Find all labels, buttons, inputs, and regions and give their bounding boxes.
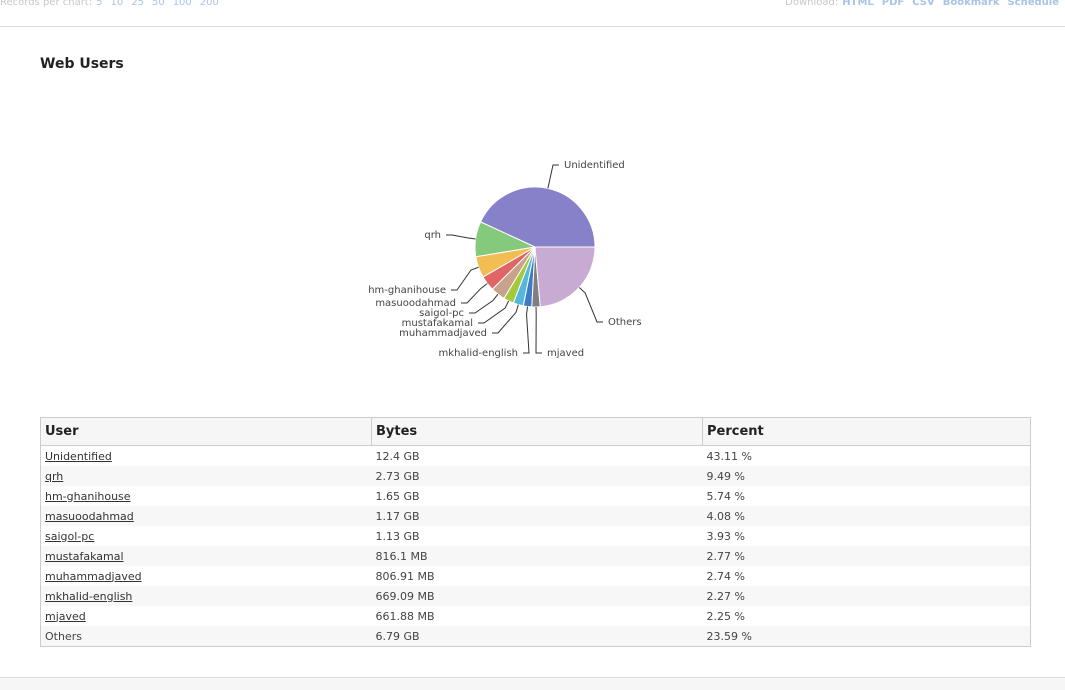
slice-label: masuoodahmad [375, 298, 456, 309]
leader-line [478, 300, 510, 324]
bytes-cell: 1.65 GB [375, 489, 420, 503]
table-row: mkhalid-english 669.09 MB 2.27 % [40, 586, 1031, 606]
bytes-cell: 669.09 MB [371, 586, 703, 606]
percent-cell: 4.08 % [702, 506, 1031, 526]
user-cell: saigol-pc [41, 526, 372, 546]
leader-line [451, 266, 479, 291]
user-link[interactable]: masuoodahmad [45, 509, 134, 523]
user-link[interactable]: mustafakamal [45, 549, 124, 563]
percent-cell: 43.11 % [706, 449, 752, 463]
leader-line [469, 293, 499, 314]
percent-cell: 2.25 % [706, 609, 745, 623]
leader-line [547, 164, 559, 189]
table-row: Unidentified 12.4 GB 43.11 % [41, 446, 1031, 467]
slice-label: saigol-pc [419, 308, 464, 319]
user-cell: hm-ghanihouse [41, 486, 372, 506]
percent-cell: 9.49 % [702, 466, 1031, 486]
slice-label: mjaved [547, 348, 584, 359]
download-label: Download: [785, 0, 839, 8]
user-cell: muhammadjaved [41, 566, 372, 586]
user-cell: mkhalid-english [40, 586, 372, 606]
bytes-cell: 1.13 GB [375, 529, 420, 543]
bytes-cell: 12.4 GB [375, 449, 420, 463]
bytes-cell: 6.79 GB [371, 626, 703, 647]
chart-title: Web Users [40, 56, 124, 72]
user-link[interactable]: mjaved [45, 609, 86, 623]
records-option[interactable]: 10 [110, 0, 124, 8]
user-link[interactable]: qrh [45, 469, 64, 483]
percent-cell: 3.93 % [706, 529, 745, 543]
bytes-cell: 806.91 MB [375, 569, 435, 583]
download: Download: HTML PDF CSV Bookmark Schedule [785, 0, 1063, 8]
slice-label: hm-ghanihouse [368, 285, 446, 296]
download-option[interactable]: HTML [842, 0, 874, 8]
user-cell: Unidentified [41, 446, 372, 467]
table-row: masuoodahmad 1.17 GB 4.08 % [40, 506, 1031, 526]
bytes-cell: 661.88 MB [375, 609, 435, 623]
leader-line [578, 287, 603, 323]
table-row: hm-ghanihouse 1.65 GB 5.74 % [41, 486, 1031, 506]
user-link[interactable]: saigol-pc [45, 529, 95, 543]
pie-chart: Unidentified qrh hm-ghanihouse masuoodahmad… [368, 160, 642, 359]
bytes-cell: 2.73 GB [371, 466, 703, 486]
records-option[interactable]: 5 [96, 0, 103, 8]
slice-label: mkhalid-english [439, 348, 518, 359]
table-row: qrh 2.73 GB 9.49 % [40, 466, 1031, 486]
user-link[interactable]: mkhalid-english [45, 589, 133, 603]
leader-line [535, 306, 542, 354]
leader-line [446, 234, 476, 240]
column-header: Percent [702, 417, 1031, 446]
user-cell: qrh [40, 466, 372, 486]
records-per-chart: Records per chart: 5 10 25 50 100 200 [0, 0, 223, 8]
slice-label: mustafakamal [402, 318, 473, 329]
table-row: Others 6.79 GB 23.59 % [40, 626, 1031, 647]
user-cell: masuoodahmad [40, 506, 372, 526]
download-option[interactable]: PDF [881, 0, 905, 8]
records-label: Records per chart: [0, 0, 93, 8]
table-row: mustafakamal 816.1 MB 2.77 % [40, 546, 1031, 566]
table-row: muhammadjaved 806.91 MB 2.74 % [41, 566, 1031, 586]
table-row: saigol-pc 1.13 GB 3.93 % [41, 526, 1031, 546]
slice-label: Unidentified [564, 160, 625, 171]
percent-cell: 5.74 % [706, 489, 745, 503]
download-option[interactable]: Bookmark [942, 0, 1000, 8]
footer [0, 677, 1065, 690]
percent-cell: 2.74 % [706, 569, 745, 583]
records-option[interactable]: 200 [199, 0, 219, 8]
percent-cell: 2.77 % [702, 546, 1031, 566]
records-option[interactable]: 100 [172, 0, 192, 8]
percent-cell: 2.27 % [702, 586, 1031, 606]
user-cell: Others [40, 626, 372, 647]
user-link[interactable]: muhammadjaved [45, 569, 142, 583]
leader-line [492, 304, 519, 334]
slice-label: muhammadjaved [399, 328, 487, 339]
user-link[interactable]: Unidentified [45, 449, 112, 463]
records-option[interactable]: 25 [131, 0, 144, 8]
pie-slice [534, 246, 596, 308]
user-link[interactable]: hm-ghanihouse [45, 489, 131, 503]
column-header: User [40, 417, 372, 446]
percent-cell: 23.59 % [702, 626, 1031, 647]
download-option[interactable]: CSV [912, 0, 935, 8]
pie-slice [479, 186, 596, 248]
slice-label: qrh [424, 230, 441, 241]
toolbar: Records per chart: 5 10 25 50 100 200 Download… [0, 0, 1065, 27]
bytes-cell: 816.1 MB [371, 546, 703, 566]
table-row: mjaved 661.88 MB 2.25 % [41, 606, 1031, 626]
download-option[interactable]: Schedule [1007, 0, 1059, 8]
slice-label: Others [608, 317, 642, 328]
leader-line [461, 283, 488, 304]
records-option[interactable]: 50 [151, 0, 165, 8]
leader-line [523, 306, 530, 354]
data-table: User Bytes Percent Unidentified 12.4 GB 43.11… [40, 417, 1031, 647]
user-cell: mjaved [41, 606, 372, 626]
bytes-cell: 1.17 GB [371, 506, 703, 526]
header-row: User Bytes Percent [40, 417, 1031, 446]
column-header: Bytes [371, 417, 703, 446]
user-cell: mustafakamal [40, 546, 372, 566]
